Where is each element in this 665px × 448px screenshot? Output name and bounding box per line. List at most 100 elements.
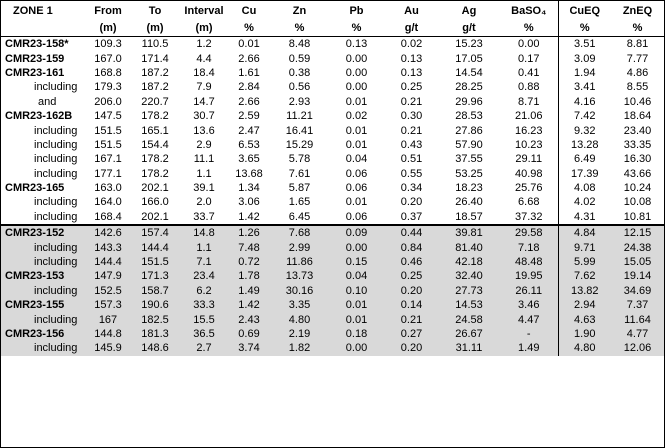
cell-cueq: 5.99 (558, 254, 611, 270)
col-unit-to: (m) (129, 20, 181, 37)
cell-from: 167 (87, 312, 129, 327)
drillhole-label: CMR23-161 (5, 66, 65, 79)
cell-cu: 1.78 (227, 269, 271, 284)
cell-zn: 2.93 (288, 95, 311, 108)
cell-cu: 1.42 (238, 210, 260, 223)
cell-pb: 0.01 (345, 138, 368, 151)
cell-pb: 0.10 (328, 283, 385, 299)
cell-baso4: 29.11 (500, 152, 559, 167)
col-unit-cueq: % (558, 20, 611, 37)
cell-interval: 30.7 (193, 110, 215, 123)
cell-cueq: 7.62 (558, 269, 611, 284)
cell-from: 143.3 (87, 240, 129, 255)
cell-cueq: 2.94 (558, 298, 611, 313)
cell-baso4: 3.46 (500, 298, 559, 313)
cell-au: 0.13 (400, 66, 423, 79)
cell-au: 0.34 (400, 182, 423, 195)
cell-zn: 6.45 (288, 210, 311, 223)
cell-cu: 1.61 (238, 66, 260, 79)
cell-cu: 2.66 (238, 52, 260, 65)
cell-baso4: 25.76 (500, 180, 559, 196)
cell-cueq: 1.90 (558, 326, 611, 342)
cell-baso4: 6.68 (500, 195, 559, 210)
cell-cueq: 4.02 (574, 196, 596, 209)
table-row: and 206.0 220.7 14.7 2.66 2.93 0.01 0.21 29.96 8.… (1, 94, 664, 109)
cell-cueq: 4.63 (558, 312, 611, 327)
cell-zneq: 33.35 (623, 138, 652, 151)
cell-zneq: 12.06 (611, 341, 664, 356)
cell-cueq: 13.28 (570, 138, 599, 151)
cell-cu: 2.84 (238, 81, 260, 94)
cell-interval: 36.5 (181, 326, 227, 342)
cell-zneq: 7.37 (611, 298, 664, 313)
cell-ag: 18.57 (455, 210, 483, 223)
drillhole-label: including (34, 210, 78, 223)
cell-from: 147.9 (87, 269, 129, 284)
cell-ag: 28.53 (455, 110, 483, 123)
table-row: including 143.3 144.4 1.1 7.48 2.99 0.00 0.84 81… (1, 240, 664, 255)
cell-to: 166.0 (141, 196, 169, 209)
cell-zn: 11.86 (271, 254, 328, 270)
cell-to: 202.1 (141, 210, 169, 223)
cell-baso4: 40.98 (500, 166, 559, 181)
cell-baso4: 0.00 (500, 36, 559, 52)
cell-au: 0.27 (385, 326, 438, 342)
drillhole-label: including (34, 196, 78, 209)
cell-zn: 0.59 (288, 52, 311, 65)
cell-from: 109.3 (94, 38, 122, 51)
cell-pb: 0.01 (345, 196, 368, 209)
cell-interval: 7.1 (181, 254, 227, 270)
cell-from: 147.5 (94, 110, 122, 123)
cell-au: 0.21 (400, 95, 423, 108)
cell-pb: 0.04 (345, 153, 368, 166)
cell-interval: 1.1 (196, 167, 212, 180)
zone-label: ZONE 1 (13, 4, 53, 17)
drillhole-label: CMR23-152 (1, 224, 87, 241)
cell-to: 182.5 (129, 312, 181, 327)
cell-au: 0.21 (385, 312, 438, 327)
cell-to: 171.3 (129, 269, 181, 284)
cell-zn: 1.65 (288, 196, 311, 209)
cell-interval: 33.3 (181, 298, 227, 313)
cell-pb: 0.00 (328, 240, 385, 255)
cell-zneq: 7.77 (626, 52, 649, 65)
cell-zneq: 23.40 (623, 124, 652, 137)
cell-zn: 4.80 (271, 312, 328, 327)
cell-zneq: 10.81 (623, 210, 652, 223)
table-row: including 167 182.5 15.5 2.43 4.80 0.01 0.21 24.… (1, 312, 664, 327)
header-row-units: (m) (m) (m) % % % g/t g/t % % % (1, 20, 664, 37)
cell-from: 142.6 (87, 224, 129, 241)
cell-ag: 28.25 (455, 81, 483, 94)
cell-to: 151.5 (129, 254, 181, 270)
header-row-labels: ZONE 1 From To Interval Cu Zn Pb Au Ag B… (1, 1, 664, 20)
cell-cueq: 3.51 (574, 38, 596, 51)
cell-pb: 0.15 (328, 254, 385, 270)
cell-interval: 15.5 (181, 312, 227, 327)
cell-cu: 13.68 (235, 167, 263, 180)
drillhole-label: including (34, 124, 78, 137)
cell-cu: 2.66 (238, 95, 260, 108)
drillhole-label: CMR23-153 (1, 269, 87, 284)
cell-baso4: 10.23 (500, 137, 559, 153)
cell-from: 168.8 (94, 66, 122, 79)
cell-cueq: 3.09 (574, 52, 596, 65)
cell-cueq: 3.41 (574, 81, 596, 94)
col-unit-pb: % (328, 20, 385, 37)
cell-au: 0.46 (385, 254, 438, 270)
cell-zneq: 43.66 (623, 167, 652, 180)
cell-pb: 0.06 (345, 167, 368, 180)
drillhole-label: including (1, 254, 87, 270)
cell-zneq: 4.77 (611, 326, 664, 342)
cell-zn: 0.56 (288, 81, 311, 94)
cell-ag: 14.53 (438, 298, 500, 313)
cell-ag: 53.25 (455, 167, 483, 180)
zone-unit-blank (1, 20, 87, 37)
col-header-pb: Pb (349, 4, 364, 17)
cell-from: 144.4 (87, 254, 129, 270)
table-row: including 145.9 148.6 2.7 3.74 1.82 0.00 0.20 31… (1, 341, 664, 356)
cell-au: 0.21 (400, 124, 423, 137)
cell-baso4: 21.06 (500, 108, 559, 124)
cell-baso4: 1.49 (500, 341, 559, 356)
table-row: including 144.4 151.5 7.1 0.72 11.86 0.15 0.46 4… (1, 254, 664, 270)
cell-zn: 15.29 (285, 138, 314, 151)
